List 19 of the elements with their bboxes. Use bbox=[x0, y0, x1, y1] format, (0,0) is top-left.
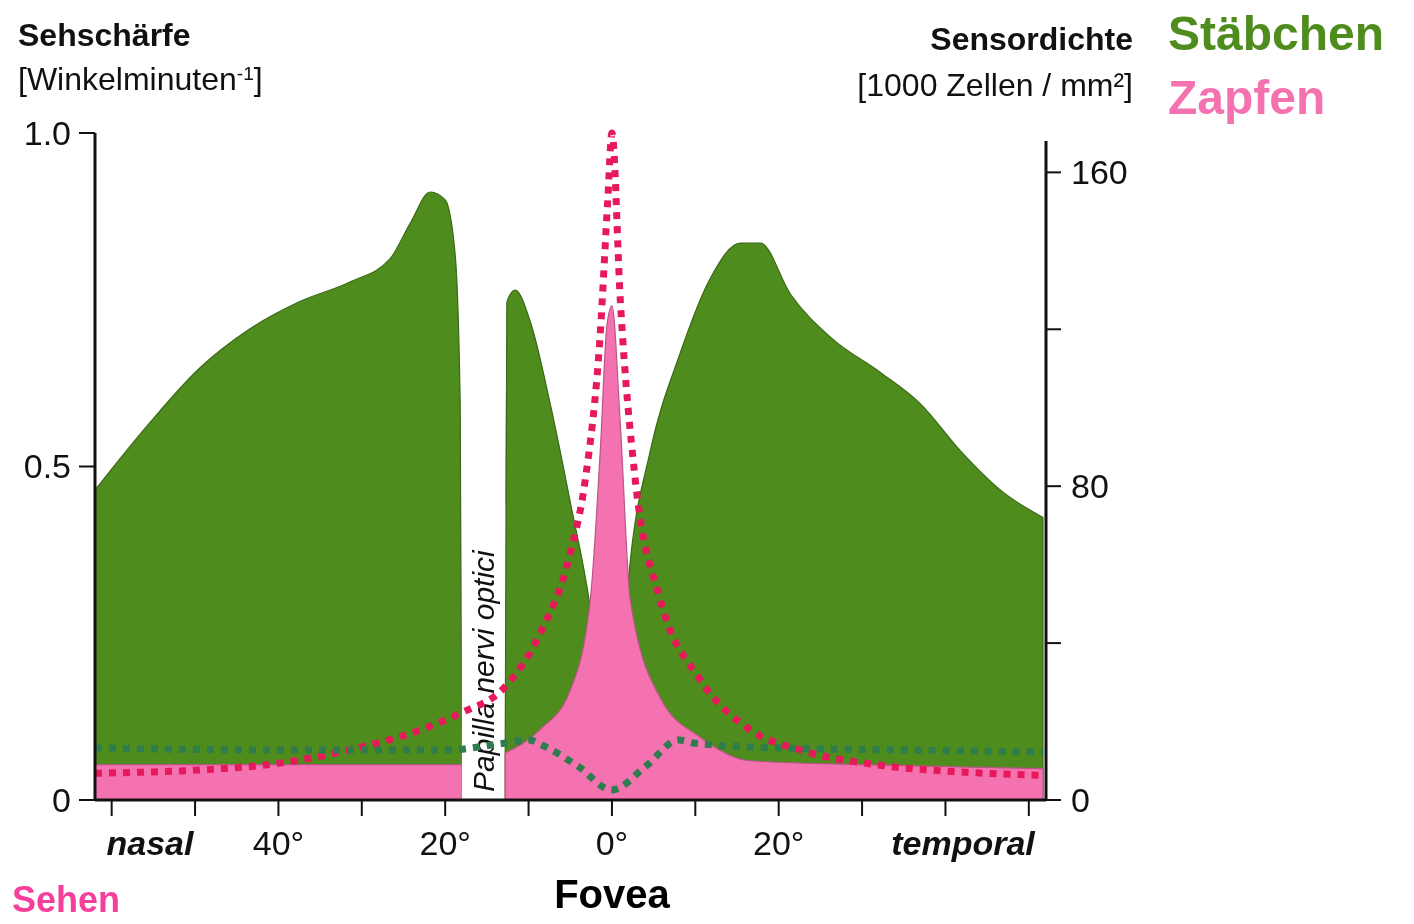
y2-tick-label: 0 bbox=[1071, 780, 1090, 819]
text: Sehen bbox=[12, 879, 121, 920]
band-label: Papilla nervi optici bbox=[466, 548, 500, 792]
y2-tick-label: 80 bbox=[1071, 467, 1109, 506]
y-tick-label: 0.5 bbox=[23, 447, 71, 486]
y-tick-label: 1.0 bbox=[23, 113, 71, 152]
text: Stäbchen bbox=[1168, 7, 1385, 60]
x-tick-label: 20° bbox=[752, 824, 805, 862]
x-tick-label: 0° bbox=[595, 824, 629, 862]
y2-axis-title: Sensordichte [1000 Zellen / mm²] bbox=[857, 21, 1133, 103]
x-tick-label: 40° bbox=[252, 824, 305, 862]
text: Zapfen bbox=[1168, 71, 1326, 124]
y2-tick-label: 160 bbox=[1071, 153, 1128, 192]
text: nasal bbox=[106, 824, 196, 862]
y-axis-title: Sehschärfe [Winkelminuten$^{-1}$] bbox=[18, 17, 263, 97]
y-tick-label: 0 bbox=[52, 780, 71, 819]
x-tick-label: 20° bbox=[419, 824, 471, 862]
text: Fovea bbox=[554, 872, 671, 916]
text: temporal bbox=[891, 824, 1037, 862]
